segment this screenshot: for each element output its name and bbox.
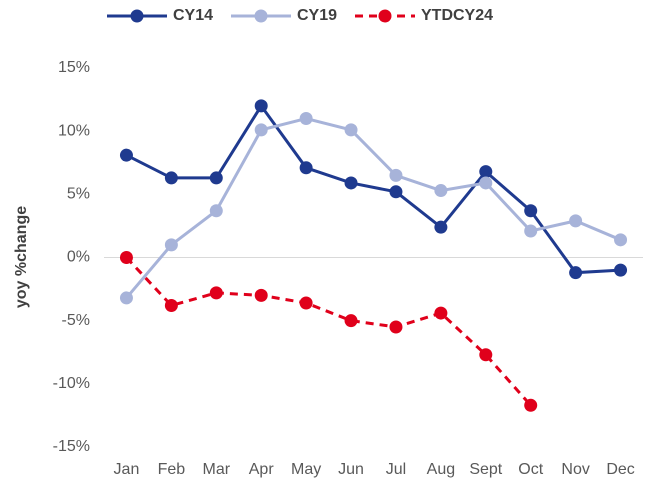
x-tick-label: Dec [606,461,634,478]
data-point [524,398,538,412]
x-tick-label: Nov [561,461,589,478]
x-tick-label: Jan [114,461,140,478]
legend-marker [378,9,392,23]
data-point [524,204,538,218]
legend-marker [130,9,144,23]
data-point [569,214,583,228]
x-tick-label: Jun [338,461,364,478]
data-point [389,320,403,334]
y-tick-label: -5% [62,312,90,329]
data-point [479,165,493,179]
data-point [299,112,313,126]
data-point [344,176,358,190]
series-line [125,256,532,407]
data-point [524,224,538,238]
y-tick-label: 0% [67,249,90,266]
data-point [164,238,178,252]
x-tick-label: Mar [203,461,231,478]
y-axis-title: yoy %change [13,206,30,308]
x-tick-label: Sept [469,461,502,478]
data-point [209,286,223,300]
data-point [569,266,583,280]
data-point [254,288,268,302]
data-point [119,291,133,305]
data-point [344,123,358,137]
data-point [434,306,448,320]
series-line [125,116,622,299]
data-point [254,123,268,137]
data-point [434,220,448,234]
data-point [614,233,628,247]
y-tick-label: 15% [58,59,90,76]
data-point [479,176,493,190]
legend-label: CY19 [297,7,337,24]
data-point [164,171,178,185]
data-point [254,99,268,113]
data-point [479,348,493,362]
data-point [164,299,178,313]
data-point [434,184,448,198]
data-point [209,171,223,185]
x-tick-label: Oct [518,461,543,478]
y-tick-label: -15% [53,438,90,455]
x-tick-label: Aug [427,461,455,478]
y-tick-label: 10% [58,122,90,139]
data-point [389,185,403,199]
data-point [119,251,133,264]
x-tick-label: Feb [158,461,186,478]
x-tick-label: Apr [249,461,275,478]
legend-marker [254,9,268,23]
data-point [344,314,358,328]
legend-label: YTDCY24 [421,7,493,24]
data-point [119,148,133,162]
data-point [614,263,628,277]
x-tick-label: Jul [386,461,406,478]
data-point [299,296,313,310]
x-tick-label: May [291,461,321,478]
y-tick-label: 5% [67,186,90,203]
data-point [389,168,403,182]
series-line [125,103,621,275]
data-point [209,204,223,218]
legend-label: CY14 [173,7,213,24]
y-tick-label: -10% [53,375,90,392]
data-point [299,161,313,175]
